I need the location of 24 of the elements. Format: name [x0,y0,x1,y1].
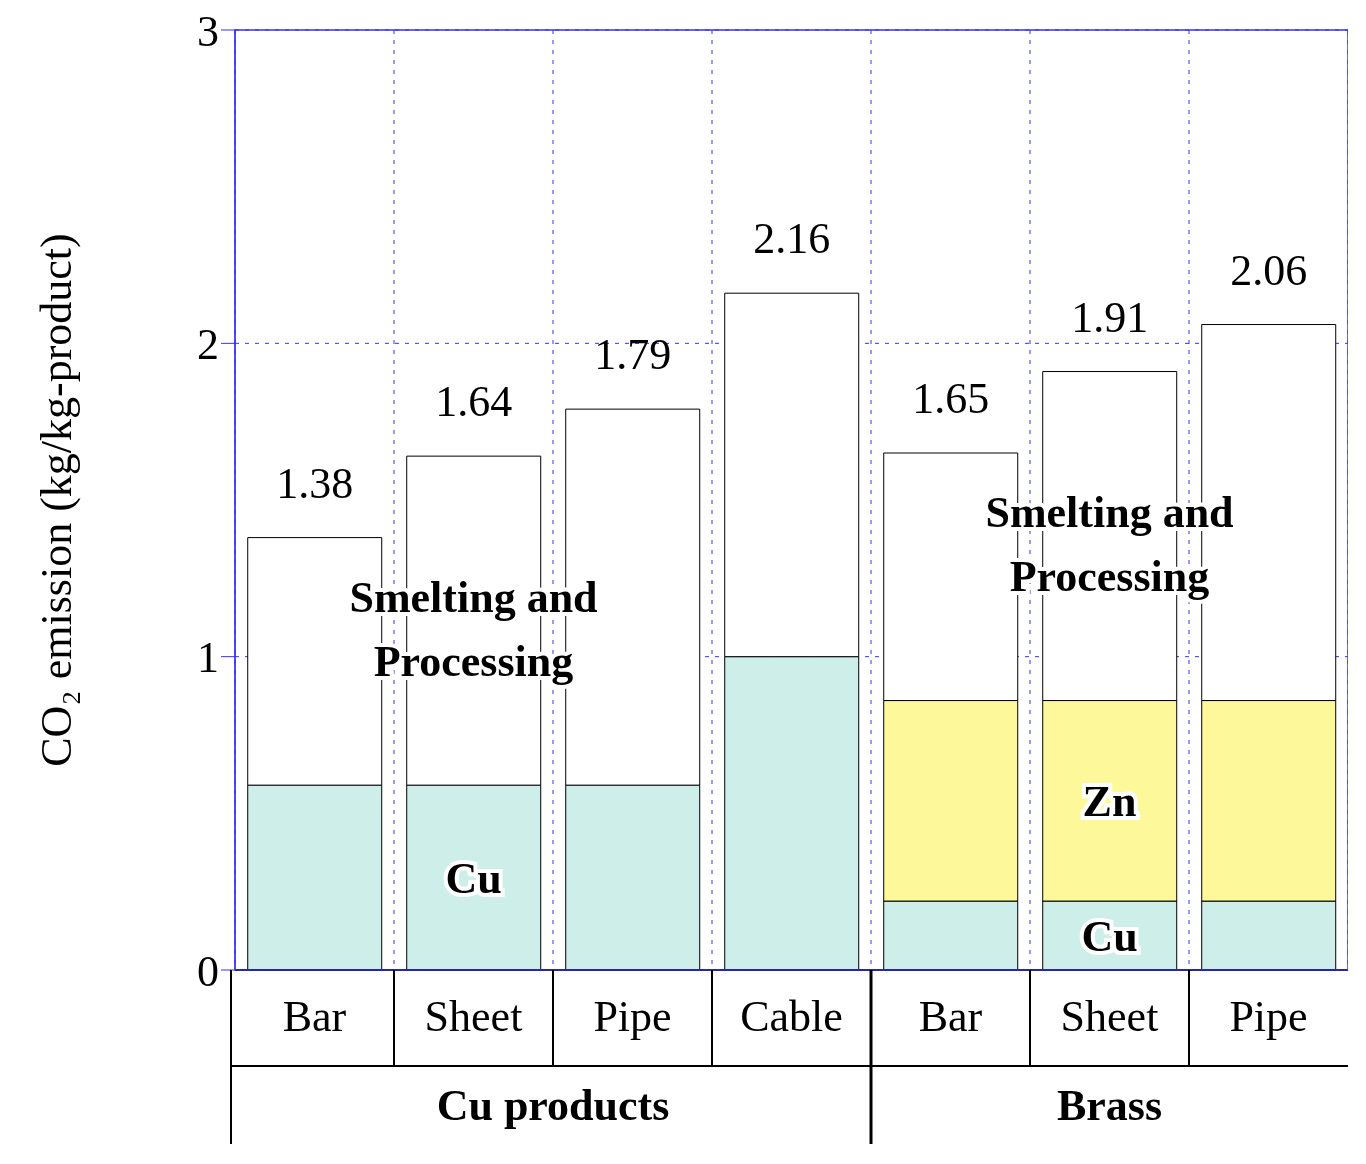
y-tick-label: 1 [197,633,219,683]
y-tick-label: 0 [197,946,219,996]
total-label: 1.79 [594,330,672,380]
total-label: 1.91 [1071,292,1149,342]
total-label: 1.65 [912,374,990,423]
x-tick-label: Bar [918,992,983,1042]
total-label: 2.16 [753,214,831,264]
x-tick-label: Pipe [593,992,672,1042]
total-label: 1.38 [276,458,354,508]
x-tick-label: Sheet [424,992,523,1042]
text: Cu [445,853,502,903]
series-label: Zn [1082,776,1137,826]
text: Brass [1056,1080,1163,1130]
x-tick-label: Sheet [1060,992,1159,1042]
x-tick-label: Bar [282,992,347,1042]
text: Cu products [436,1080,670,1130]
x-tick-label: Pipe [1229,992,1308,1042]
y-axis-title: CO₂ emission (kg/kg-product) [31,233,81,767]
x-tick-label: Cable [740,992,843,1042]
series-label: Cu [1081,911,1138,961]
y-tick-label: 3 [197,6,219,56]
y-tick-label: 2 [197,319,219,369]
total-label: 2.06 [1230,245,1308,295]
total-label: 1.64 [435,377,513,427]
